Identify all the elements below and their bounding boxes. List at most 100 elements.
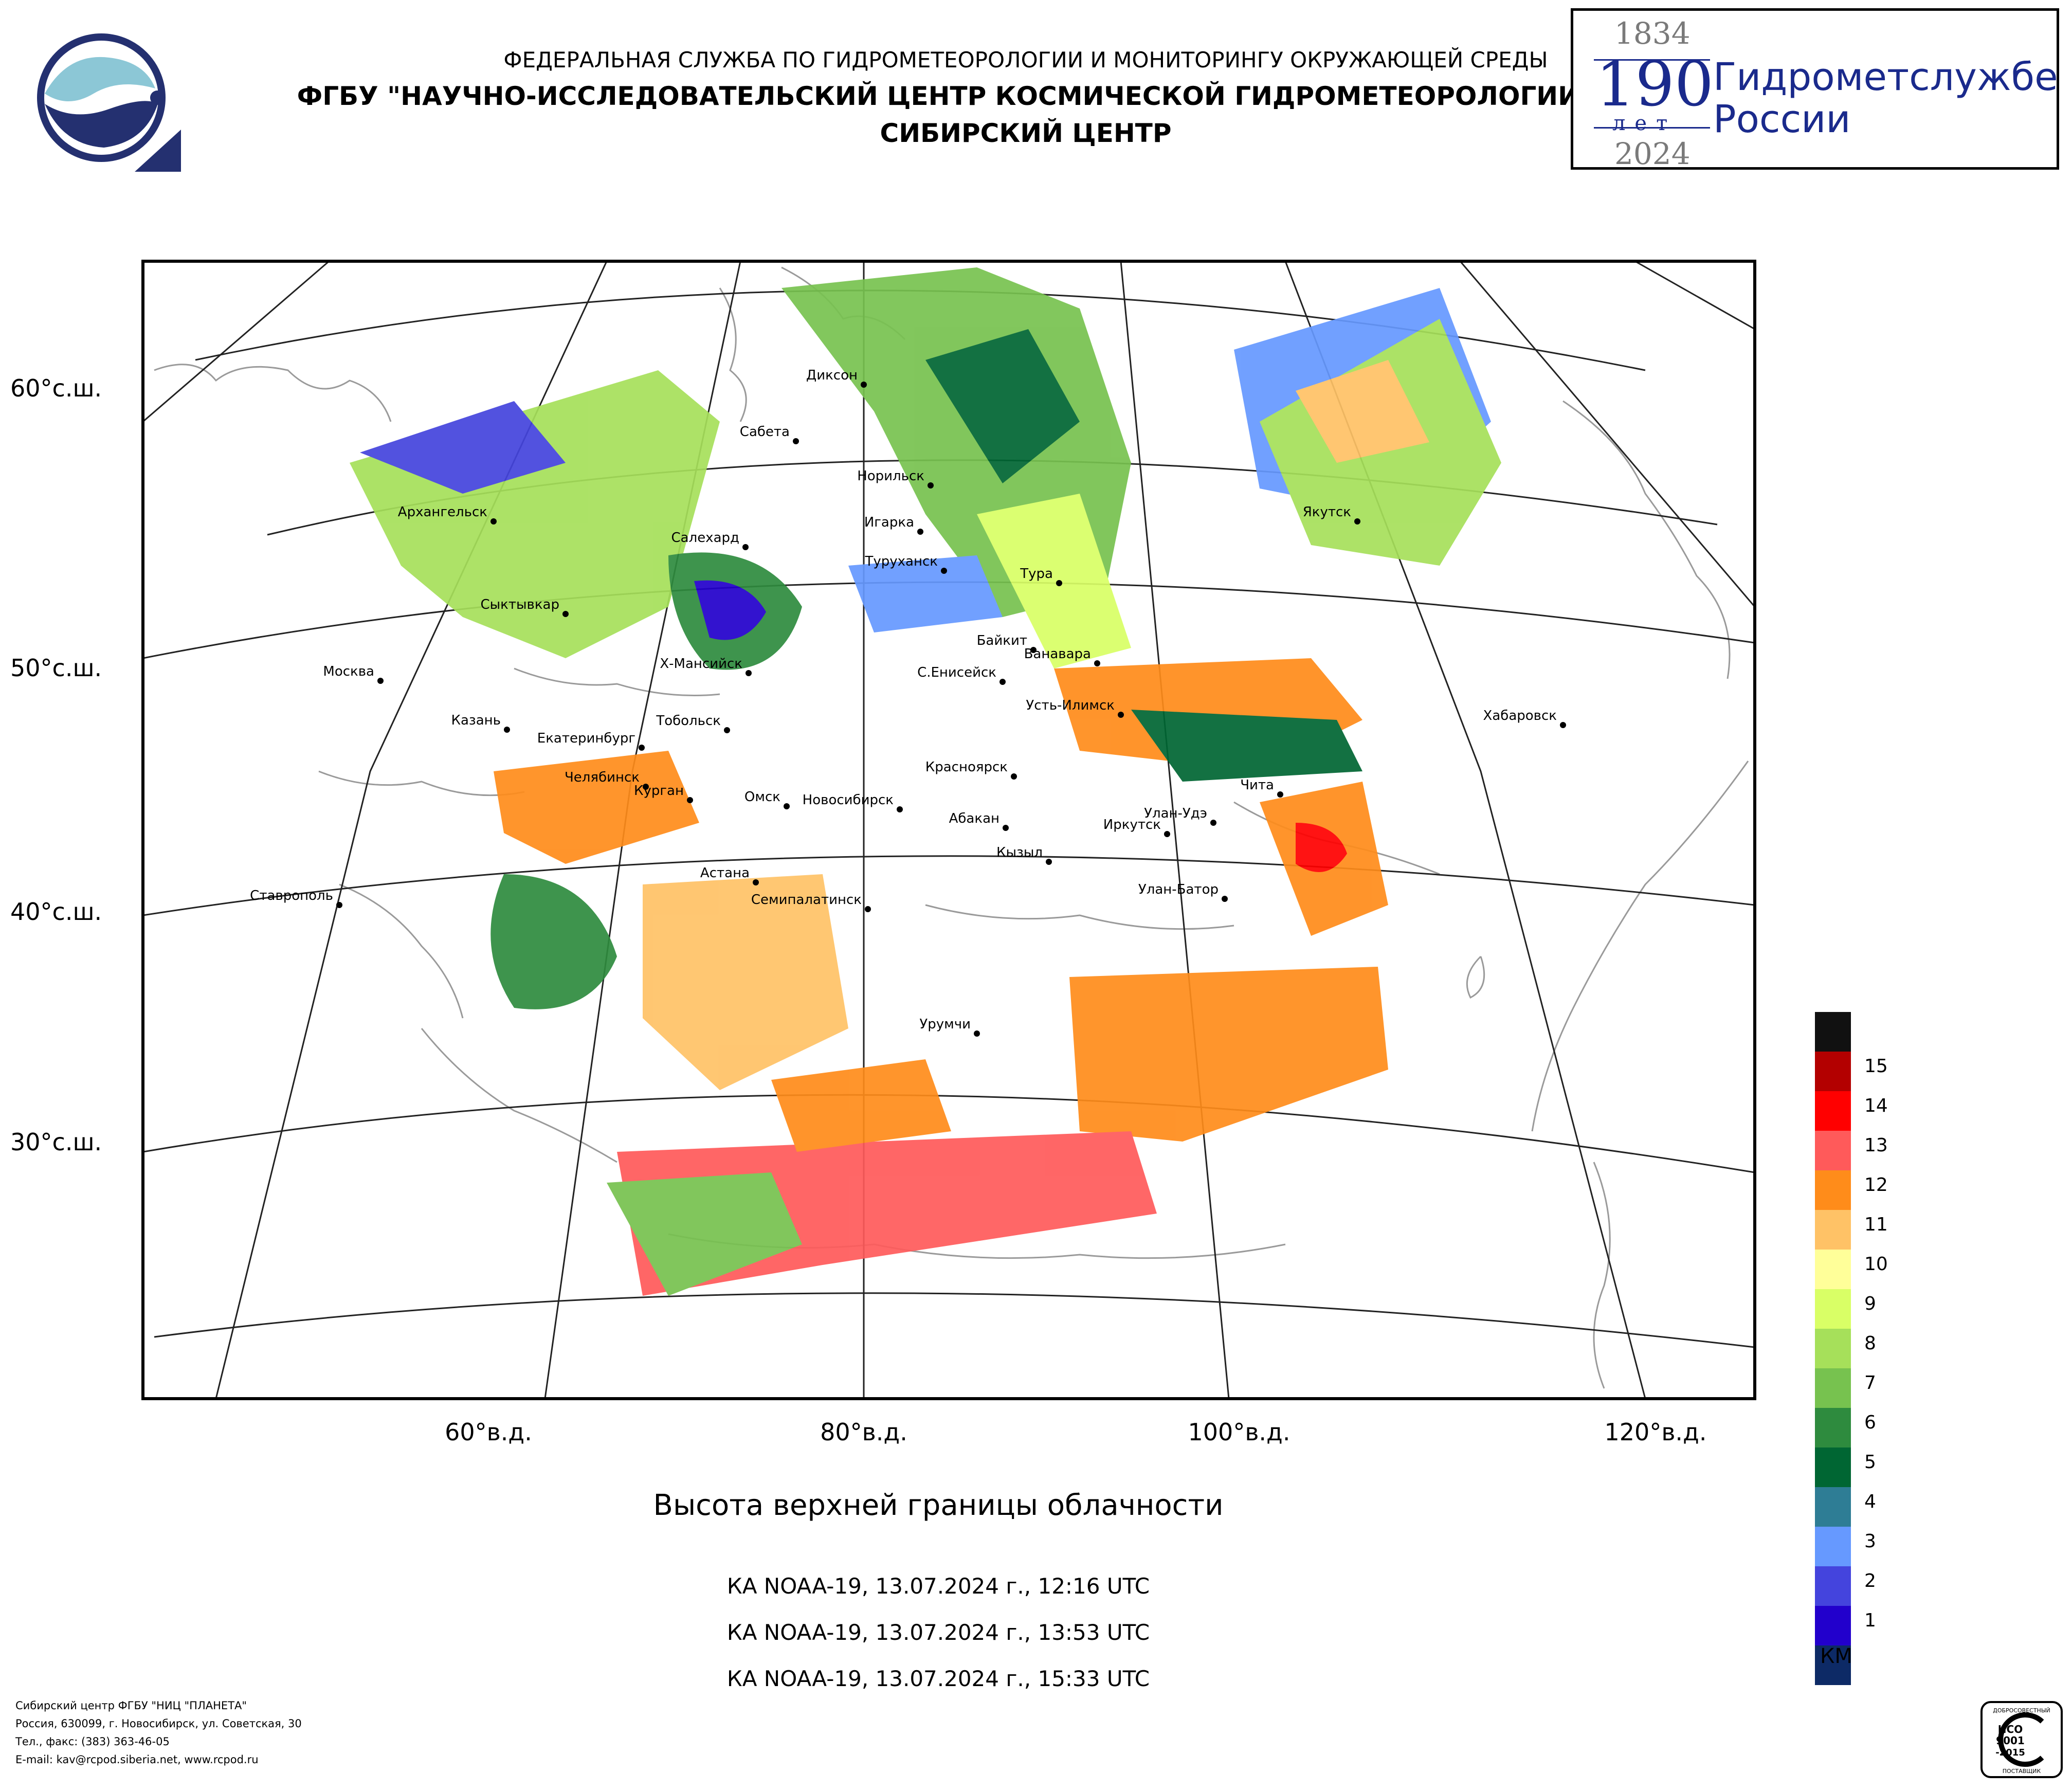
legend-label: 3 bbox=[1864, 1531, 1876, 1552]
lat-label: 50°с.ш. bbox=[10, 654, 102, 682]
legend-swatch bbox=[1815, 1289, 1851, 1329]
city-marker bbox=[941, 568, 947, 574]
legend-label: 8 bbox=[1864, 1333, 1876, 1354]
header-center: СИБИРСКИЙ ЦЕНТР bbox=[880, 118, 1172, 148]
city-marker bbox=[865, 906, 871, 912]
legend-unit: КМ bbox=[1820, 1644, 1852, 1668]
legend-swatch bbox=[1815, 1012, 1851, 1052]
city-label: Сыктывкар bbox=[480, 597, 559, 612]
city-label: Норильск bbox=[857, 468, 924, 484]
city-marker bbox=[1277, 791, 1283, 798]
city-marker bbox=[928, 482, 934, 489]
jubilee-text-2: России bbox=[1713, 97, 1851, 141]
legend-label: 14 bbox=[1864, 1095, 1888, 1116]
city-label: С.Енисейск bbox=[917, 665, 996, 680]
city-marker bbox=[784, 803, 790, 809]
city-marker bbox=[1118, 712, 1124, 718]
city-marker bbox=[974, 1030, 980, 1037]
city-marker bbox=[639, 745, 645, 751]
pass-line: КА NOAA-19, 13.07.2024 г., 13:53 UTC bbox=[726, 1620, 1150, 1645]
legend-label: 4 bbox=[1864, 1491, 1876, 1512]
city-label: Усть-Илимск bbox=[1026, 698, 1115, 713]
footer-email: E-mail: kav@rcpod.siberia.net, www.rcpod… bbox=[15, 1753, 259, 1766]
city-label: Екатеринбург bbox=[537, 731, 635, 746]
legend-label: 15 bbox=[1864, 1056, 1888, 1077]
city-marker bbox=[753, 879, 759, 885]
city-label: Ванавара bbox=[1024, 646, 1091, 662]
city-label: Иркутск bbox=[1103, 817, 1161, 833]
legend-label: 1 bbox=[1864, 1610, 1876, 1631]
map-title: Высота верхней границы облачности bbox=[653, 1489, 1224, 1522]
city-label: Хабаровск bbox=[1483, 708, 1557, 723]
city-label: Кызыл bbox=[996, 845, 1043, 860]
legend-label: 12 bbox=[1864, 1174, 1888, 1196]
legend-label: 10 bbox=[1864, 1254, 1888, 1275]
legend-swatch bbox=[1815, 1210, 1851, 1250]
city-marker bbox=[861, 382, 867, 388]
city-marker bbox=[336, 902, 342, 908]
legend-swatch bbox=[1815, 1606, 1851, 1645]
city-label: Курган bbox=[634, 783, 684, 799]
city-marker bbox=[742, 544, 749, 550]
footer-phone: Тел., факс: (383) 363-46-05 bbox=[15, 1735, 170, 1748]
iso-l1: ИСО bbox=[1998, 1723, 2023, 1735]
legend-label: 5 bbox=[1864, 1452, 1876, 1473]
legend-swatch bbox=[1815, 1408, 1851, 1448]
lon-label: 60°в.д. bbox=[445, 1418, 532, 1446]
city-label: Х-Мансийск bbox=[660, 656, 742, 672]
city-label: Урумчи bbox=[919, 1017, 971, 1032]
legend-swatch bbox=[1815, 1250, 1851, 1289]
legend-label: 2 bbox=[1864, 1570, 1876, 1591]
city-marker bbox=[1030, 647, 1037, 653]
city-label: Ставрополь bbox=[250, 888, 333, 903]
jubilee-rule bbox=[1594, 59, 1710, 61]
city-marker bbox=[1003, 825, 1009, 831]
city-label: Чита bbox=[1240, 777, 1274, 793]
jubilee-number: 190 bbox=[1596, 49, 1714, 120]
city-label: Новосибирск bbox=[803, 792, 894, 808]
city-marker bbox=[643, 784, 649, 790]
legend-label: 13 bbox=[1864, 1135, 1888, 1156]
city-marker bbox=[504, 727, 510, 733]
city-marker bbox=[1354, 518, 1360, 524]
city-layer: Диксон Сабета Норильск Игарка Архангельск Сал… bbox=[250, 368, 1566, 1037]
map-frame bbox=[141, 260, 1756, 1400]
legend-label: 9 bbox=[1864, 1293, 1876, 1314]
city-label: Архангельск bbox=[398, 504, 487, 520]
pass-line: КА NOAA-19, 13.07.2024 г., 12:16 UTC bbox=[726, 1573, 1150, 1599]
city-marker bbox=[562, 611, 569, 617]
city-label: Байкит bbox=[977, 633, 1027, 648]
legend-swatch bbox=[1815, 1170, 1851, 1210]
jubilee-year-start: 1834 bbox=[1614, 16, 1691, 51]
city-marker bbox=[897, 806, 903, 812]
city-marker bbox=[1094, 660, 1100, 666]
city-label: Красноярск bbox=[925, 759, 1008, 775]
city-marker bbox=[1560, 722, 1566, 728]
header-institution: ФГБУ "НАУЧНО-ИССЛЕДОВАТЕЛЬСКИЙ ЦЕНТР КОС… bbox=[297, 81, 1755, 111]
iso-bottom: ПОСТАВЩИК bbox=[2003, 1768, 2041, 1775]
city-marker bbox=[746, 670, 752, 676]
lon-label: 120°в.д. bbox=[1604, 1418, 1707, 1446]
jubilee-text-1: Гидрометслужбе bbox=[1713, 55, 2058, 99]
city-label: Астана bbox=[700, 865, 750, 881]
city-marker bbox=[490, 518, 497, 524]
lon-label: 80°в.д. bbox=[820, 1418, 907, 1446]
legend-label: 11 bbox=[1864, 1214, 1888, 1235]
legend-swatch bbox=[1815, 1131, 1851, 1170]
city-label: Омск bbox=[744, 789, 780, 805]
iso-badge: ДОБРОСОВЕСТНЫЙ ИСО 9001 -2015 ПОСТАВЩИК bbox=[1980, 1701, 2063, 1778]
city-label: Казань bbox=[451, 713, 501, 728]
legend-swatch bbox=[1815, 1052, 1851, 1091]
jubilee-year-end: 2024 bbox=[1614, 136, 1691, 171]
legend-swatch bbox=[1815, 1566, 1851, 1606]
lat-label: 40°с.ш. bbox=[10, 898, 102, 926]
city-label: Абакан bbox=[949, 811, 999, 826]
city-label: Улан-Удэ bbox=[1144, 806, 1207, 821]
city-marker bbox=[1011, 773, 1017, 780]
legend-label: 7 bbox=[1864, 1372, 1876, 1394]
city-label: Якутск bbox=[1303, 504, 1351, 520]
legend-swatch bbox=[1815, 1527, 1851, 1566]
legend-swatch bbox=[1815, 1091, 1851, 1131]
lat-label: 30°с.ш. bbox=[10, 1128, 102, 1156]
city-label: Тобольск bbox=[656, 713, 721, 729]
